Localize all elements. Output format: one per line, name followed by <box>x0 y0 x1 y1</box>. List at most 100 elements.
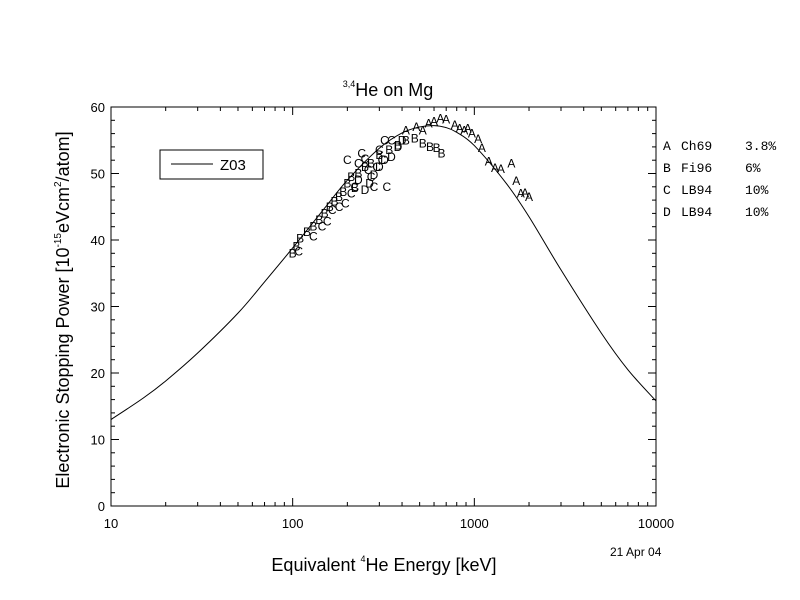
data-point-a: A <box>419 123 427 137</box>
y-axis-label: Electronic Stopping Power [10-15eVcm2/at… <box>53 131 73 488</box>
source-legend-key: A <box>663 139 671 154</box>
data-point-a: A <box>521 186 529 200</box>
data-point-c: C <box>294 244 303 258</box>
data-point-a: A <box>402 123 410 137</box>
source-legend-error: 10% <box>745 183 769 198</box>
data-point-c: C <box>318 220 327 234</box>
data-point-c: C <box>367 170 376 184</box>
data-point-a: A <box>474 132 482 146</box>
data-point-b: B <box>351 181 359 195</box>
x-tick-label: 1000 <box>460 516 489 531</box>
data-point-a: A <box>460 123 468 137</box>
data-point-b: B <box>343 176 351 190</box>
data-point-a: A <box>497 162 505 176</box>
data-point-c: C <box>378 153 387 167</box>
data-point-a: A <box>464 121 472 135</box>
data-point-c: C <box>387 133 396 147</box>
data-point-b: B <box>335 190 343 204</box>
data-point-c: C <box>364 163 373 177</box>
data-point-d: D <box>365 176 374 190</box>
y-axis-label-post: /atom] <box>53 131 73 181</box>
data-point-b: B <box>433 141 441 155</box>
y-tick-label: 30 <box>91 300 105 315</box>
data-point-b: B <box>419 137 427 151</box>
data-point-c: C <box>347 186 356 200</box>
data-point-a: A <box>412 120 420 134</box>
data-point-b: B <box>315 213 323 227</box>
data-point-a: A <box>456 121 464 135</box>
data-point-a: A <box>430 115 438 129</box>
data-point-c: C <box>361 152 370 166</box>
data-point-c: C <box>323 214 332 228</box>
data-point-a: A <box>517 186 525 200</box>
y-tick-label: 50 <box>91 167 105 182</box>
data-point-a: A <box>425 117 433 131</box>
data-point-d: D <box>361 183 370 197</box>
y-tick-label: 40 <box>91 233 105 248</box>
data-point-a: A <box>525 190 533 204</box>
source-legend-key: B <box>663 161 671 176</box>
data-point-b: B <box>339 185 347 199</box>
data-point-b: B <box>296 232 304 246</box>
data-point-a: A <box>436 111 444 125</box>
data-point-b: B <box>394 139 402 153</box>
y-axis-label-sup1: -15 <box>53 233 64 248</box>
data-point-d: D <box>354 173 363 187</box>
data-point-d: D <box>380 153 389 167</box>
data-point-b: B <box>361 160 369 174</box>
data-point-a: A <box>468 127 476 141</box>
data-point-c: C <box>370 180 379 194</box>
data-point-b: B <box>289 246 297 260</box>
data-point-d: D <box>398 133 407 147</box>
data-point-b: B <box>321 206 329 220</box>
source-legend-name: LB94 <box>681 205 712 220</box>
data-point-c: C <box>375 143 384 157</box>
data-point-b: B <box>326 200 334 214</box>
data-point-c: C <box>354 157 363 171</box>
y-axis-label-pre: Electronic Stopping Power [10 <box>53 247 73 488</box>
x-tick-label: 10 <box>104 516 118 531</box>
data-point-d: D <box>375 160 384 174</box>
date-stamp: 21 Apr 04 <box>610 545 662 559</box>
chart-title-text: He on Mg <box>355 80 433 100</box>
data-point-c: C <box>372 160 381 174</box>
data-point-c: C <box>341 196 350 210</box>
x-axis-label: Equivalent 4He Energy [keV] <box>271 554 496 575</box>
source-legend-error: 3.8% <box>745 139 776 154</box>
data-point-b: B <box>411 131 419 145</box>
y-axis-ticks: 0 10 20 30 40 50 60 <box>91 100 656 514</box>
data-point-b: B <box>426 140 434 154</box>
data-point-c: C <box>383 180 392 194</box>
chart-title: 3,4He on Mg <box>343 79 434 100</box>
data-point-c: C <box>309 230 318 244</box>
source-legend-error: 6% <box>745 161 761 176</box>
x-axis-ticks: 10 100 1000 10000 <box>104 107 674 531</box>
data-point-b: B <box>309 220 317 234</box>
data-point-a: A <box>491 161 499 175</box>
data-point-a: A <box>507 157 515 171</box>
x-axis-label-pre: Equivalent <box>271 555 360 575</box>
data-point-d: D <box>370 168 379 182</box>
y-tick-label: 0 <box>98 499 105 514</box>
data-point-b: B <box>303 225 311 239</box>
data-point-d: D <box>394 140 403 154</box>
data-point-b: B <box>438 147 446 161</box>
x-axis-label-sup: 4 <box>360 554 365 564</box>
data-point-b: B <box>367 157 375 171</box>
data-point-c: C <box>328 203 337 217</box>
data-point-c: C <box>343 153 352 167</box>
y-tick-label: 60 <box>91 100 105 115</box>
data-point-b: B <box>293 240 301 254</box>
data-point-c: C <box>351 180 360 194</box>
data-point-b: B <box>331 194 339 208</box>
legend: Z03 <box>159 149 264 180</box>
y-axis-label-sup2: 2 <box>53 181 64 187</box>
data-point-a: A <box>442 113 450 127</box>
y-tick-label: 20 <box>91 366 105 381</box>
z03-curve <box>111 125 656 420</box>
data-point-a: A <box>485 155 493 169</box>
data-point-a: A <box>478 141 486 155</box>
legend-label: Z03 <box>220 157 246 174</box>
data-point-c: C <box>357 147 366 161</box>
source-legend-error: 10% <box>745 205 769 220</box>
